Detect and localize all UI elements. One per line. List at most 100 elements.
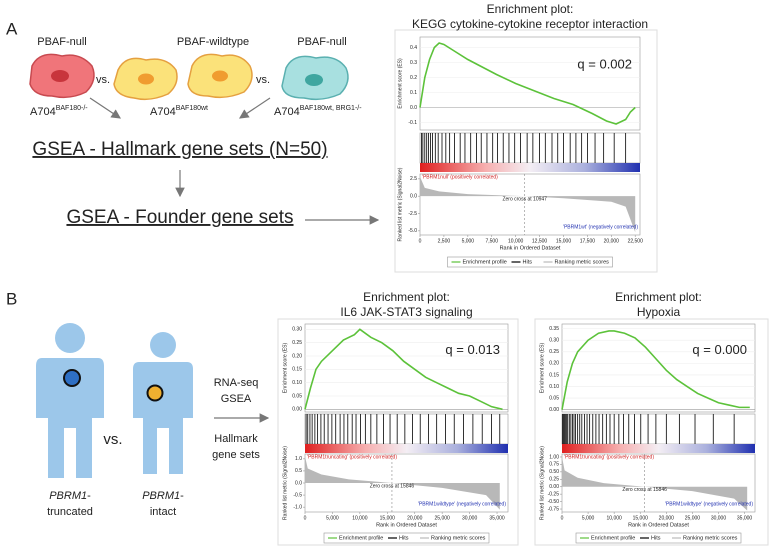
hits-box (561, 413, 756, 445)
condition-title: PBAF-null (297, 36, 347, 48)
x-tick-label: 30,000 (462, 515, 478, 521)
metric-tick-label: -1.0 (293, 504, 302, 510)
plot-title: Hypoxia (637, 305, 681, 319)
y-tick-label: 0.25 (549, 349, 559, 355)
legend-label: Enrichment profile (339, 535, 383, 541)
sample-superscript: BAF180wt (176, 105, 208, 112)
metric-tick-label: 0.00 (549, 484, 559, 490)
x-tick-label: 15,000 (633, 515, 649, 521)
y-axis-label: Ranked list metric (Signal2Noise) (397, 167, 403, 241)
method-label: gene sets (212, 449, 260, 461)
positive-label: 'PBRM1truncating' (positively correlated… (564, 454, 654, 460)
y-axis-label: Enrichment score (ES) (397, 58, 403, 109)
positive-label: 'PBRM1truncating' (positively correlated… (307, 454, 397, 460)
method-label: GSEA (221, 393, 252, 405)
enrichment-line (304, 328, 503, 411)
negative-label: 'PBRM1wt' (negatively correlated) (563, 224, 638, 230)
legend-label: Hits (399, 535, 409, 541)
zero-cross-label: Zero cross at 15846 (622, 487, 667, 493)
x-tick-label: 5,000 (462, 238, 475, 244)
vs-label: vs. (256, 74, 270, 86)
x-tick-label: 0 (304, 515, 307, 521)
sample-name: A704 (30, 106, 56, 118)
legend-label: Ranking metric scores (555, 259, 610, 265)
metric-tick-label: -2.5 (408, 211, 417, 217)
arrow (239, 97, 271, 119)
negative-label: 'PBRM1wildtype' (negatively correlated) (418, 501, 506, 507)
metric-tick-label: -0.75 (548, 506, 560, 512)
metric-area (305, 456, 500, 510)
y-tick-label: 0.3 (410, 60, 417, 66)
cell-icon (281, 55, 349, 101)
x-tick-label: 20,000 (604, 238, 620, 244)
person-icon (133, 332, 193, 474)
cell-icon (187, 53, 253, 99)
x-tick-label: 35,000 (489, 515, 505, 521)
patient-gene: PBRM1- (142, 490, 184, 502)
es-box (419, 36, 641, 131)
gene-suffix: - (180, 490, 184, 502)
y-tick-label: 0.1 (410, 90, 417, 96)
legend-box (447, 256, 613, 268)
x-tick-label: 30,000 (711, 515, 727, 521)
x-tick-label: 25,000 (435, 515, 451, 521)
x-tick-label: 10,000 (352, 515, 368, 521)
plot-frame (534, 318, 769, 546)
method-label: Hallmark (214, 433, 258, 445)
y-tick-label: -0.1 (408, 120, 417, 126)
metric-box (419, 173, 641, 236)
panel-label: A (6, 19, 18, 38)
y-tick-label: 0.05 (549, 395, 559, 401)
arrow (89, 97, 121, 119)
patient-status: truncated (47, 506, 93, 518)
plot-frame (394, 29, 658, 273)
y-axis-label: Enrichment score (ES) (282, 343, 288, 394)
sample-label: A704BAF180wt (150, 105, 208, 118)
x-tick-label: 10,000 (508, 238, 524, 244)
x-tick-label: 25,000 (685, 515, 701, 521)
metric-tick-label: 0.0 (295, 480, 302, 486)
x-tick-label: 20,000 (659, 515, 675, 521)
x-tick-label: 15,000 (556, 238, 572, 244)
y-tick-label: 0.00 (292, 407, 302, 413)
plot-title: KEGG cytokine-cytokine receptor interact… (412, 17, 648, 31)
sample-superscript: BAF180wt, BRG1-/- (300, 105, 363, 112)
rank-color-bar (305, 444, 508, 453)
x-axis-label: Rank in Ordered Dataset (500, 245, 561, 251)
y-tick-label: 0.2 (410, 75, 417, 81)
x-tick-label: 22,500 (628, 238, 644, 244)
y-tick-label: 0.4 (410, 45, 417, 51)
zero-cross-label: Zero cross at 15846 (370, 483, 415, 489)
es-box (561, 323, 756, 413)
panel-label: B (6, 289, 17, 308)
x-tick-label: 7,500 (485, 238, 498, 244)
y-tick-label: 0.15 (549, 372, 559, 378)
vs-label: vs. (103, 431, 122, 448)
metric-tick-label: 0.50 (549, 469, 559, 475)
person-icon (36, 323, 104, 478)
sample-label: A704BAF180wt, BRG1-/- (274, 105, 362, 118)
legend-box (575, 532, 742, 544)
plot-title: Enrichment plot: (487, 2, 574, 16)
metric-tick-label: -0.25 (548, 491, 560, 497)
positive-label: 'PBRM1null' (positively correlated) (422, 174, 498, 180)
legend-label: Hits (651, 535, 661, 541)
y-tick-label: 0.25 (292, 340, 302, 346)
condition-title: PBAF-wildtype (177, 36, 249, 48)
x-tick-label: 5,000 (582, 515, 595, 521)
y-tick-label: 0.30 (549, 338, 559, 344)
legend-label: Enrichment profile (591, 535, 635, 541)
gene-name: PBRM1 (142, 490, 180, 502)
y-tick-label: 0.00 (549, 407, 559, 413)
step-label: GSEA - Hallmark gene sets (N=50) (32, 139, 327, 160)
metric-tick-label: 0.25 (549, 477, 559, 483)
step-label: GSEA - Founder gene sets (66, 207, 293, 228)
x-tick-label: 20,000 (407, 515, 423, 521)
x-tick-label: 0 (419, 238, 422, 244)
metric-tick-label: 1.00 (549, 454, 559, 460)
cell-icon (29, 53, 95, 99)
y-axis-label: Enrichment score (ES) (539, 343, 545, 394)
enrichment-line (561, 330, 750, 410)
x-tick-label: 2,500 (438, 238, 451, 244)
y-tick-label: 0.05 (292, 393, 302, 399)
